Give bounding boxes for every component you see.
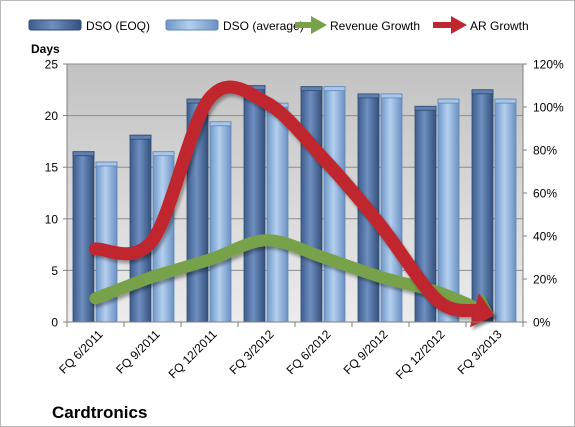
x-tick-label: FQ 9/2011 [113, 327, 163, 377]
bar-top [357, 93, 380, 99]
legend-label-revenue-growth: Revenue Growth [330, 19, 420, 33]
bar-dso-average [209, 121, 232, 323]
bar-body [471, 89, 494, 323]
bar-top [152, 151, 175, 157]
left-tick-label: 5 [51, 264, 58, 278]
bar-body [129, 134, 152, 323]
bar-body [209, 121, 232, 323]
arrowhead-ar-growth [469, 293, 495, 328]
legend-label-ar-growth: AR Growth [470, 19, 529, 33]
legend-label-dso-eoq: DSO (EOQ) [86, 19, 150, 33]
legend-item-ar-growth: AR Growth [433, 16, 529, 34]
bar-top [300, 86, 323, 92]
legend-arrowhead-ar-growth [451, 16, 467, 34]
bar-top [380, 93, 403, 99]
company-label: Cardtronics [52, 403, 147, 422]
bar-dso-eoq [129, 134, 152, 323]
right-axis-ticks: 0% 20% 40% 60% 80% 100% 120% [523, 58, 564, 330]
bar-dso-average [266, 102, 289, 323]
x-tick-label: FQ 12/2012 [393, 327, 448, 382]
right-tick-label: 0% [533, 316, 551, 330]
growth-lines [89, 80, 495, 328]
right-tick-label: 20% [533, 273, 557, 287]
legend-swatch-dso-average [165, 19, 219, 31]
line-path-ar-growth [89, 80, 483, 318]
x-tick-label: FQ 9/2012 [341, 327, 391, 377]
bar-dso-average [494, 98, 517, 323]
bar-top [72, 151, 95, 157]
bar-top [437, 98, 460, 104]
line-ar-growth [89, 80, 495, 328]
legend-item-dso-eoq: DSO (EOQ) [28, 19, 150, 33]
bar-top [494, 98, 517, 104]
x-tick-label: FQ 3/2013 [455, 327, 505, 377]
right-tick-label: 80% [533, 144, 557, 158]
left-tick-label: 0 [51, 316, 58, 330]
bar-top [129, 134, 152, 140]
x-tick-label: FQ 3/2012 [227, 327, 277, 377]
bar-dso-average [380, 93, 403, 323]
bar-body [494, 98, 517, 323]
bar-dso-eoq [243, 85, 266, 323]
x-tick-label: FQ 6/2012 [284, 327, 334, 377]
left-tick-label: 25 [45, 58, 59, 72]
bar-top [95, 161, 118, 167]
bar-body [266, 102, 289, 323]
x-tick-label: FQ 12/2011 [166, 327, 220, 381]
right-tick-label: 120% [533, 58, 564, 72]
left-tick-label: 15 [45, 161, 59, 175]
left-tick-label: 20 [45, 109, 59, 123]
legend-item-dso-average: DSO (average) [165, 19, 304, 33]
bar-body [323, 86, 346, 323]
legend-label-dso-average: DSO (average) [223, 19, 304, 33]
x-tick-label: FQ 6/2011 [56, 327, 106, 377]
bar-dso-eoq [300, 86, 323, 323]
x-axis-ticks: FQ 6/2011 FQ 9/2011 FQ 12/2011 FQ 3/2012 FQ … [56, 322, 524, 382]
left-axis-title: Days [31, 42, 60, 56]
legend-arrowhead-revenue-growth [311, 16, 327, 34]
left-tick-label: 10 [45, 212, 59, 226]
bar-dso-average [95, 161, 118, 323]
left-axis-ticks: 0 5 10 15 20 25 [45, 58, 67, 330]
legend-item-revenue-growth: Revenue Growth [295, 16, 420, 34]
bar-dso-eoq [471, 89, 494, 323]
bar-top [323, 86, 346, 92]
right-tick-label: 60% [533, 187, 557, 201]
legend-swatch-dso-eoq [28, 19, 82, 31]
bar-body [243, 85, 266, 323]
legend: DSO (EOQ) DSO (average) Revenue Growth A… [28, 16, 529, 34]
bar-top [414, 105, 437, 111]
right-tick-label: 100% [533, 101, 564, 115]
bar-top [471, 89, 494, 95]
bar-dso-average [323, 86, 346, 323]
right-tick-label: 40% [533, 230, 557, 244]
bar-top [209, 121, 232, 127]
bar-body [300, 86, 323, 323]
